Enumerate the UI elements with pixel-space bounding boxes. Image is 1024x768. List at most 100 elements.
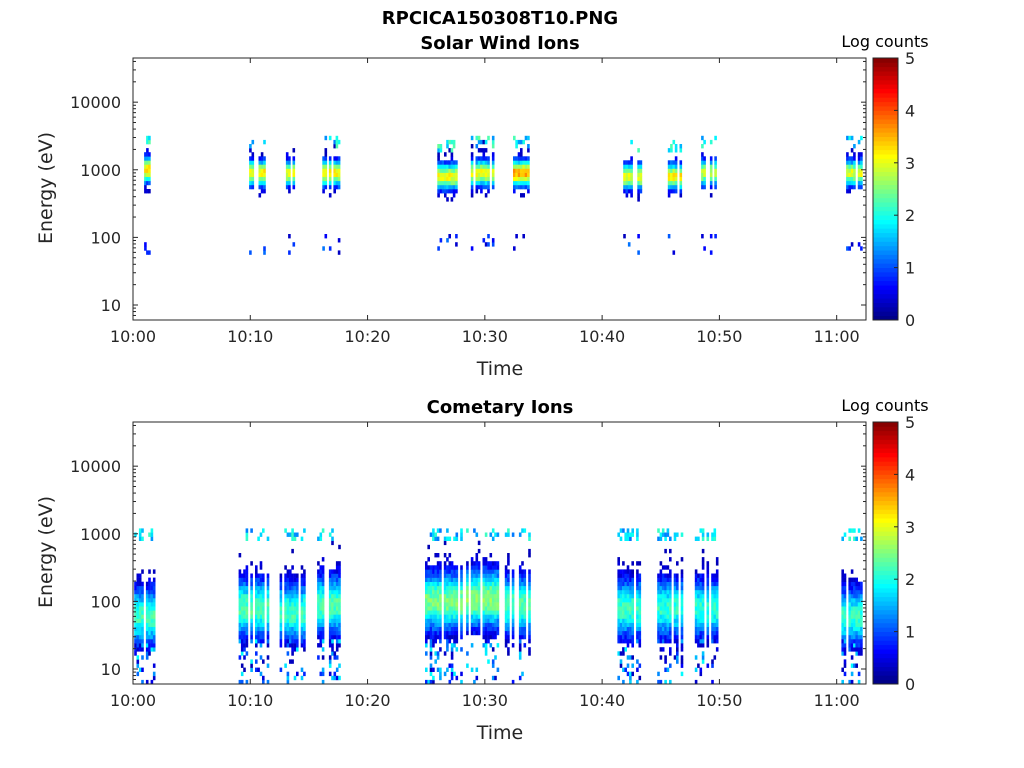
spectrogram-cell	[266, 585, 270, 591]
spectrogram-cell	[293, 630, 297, 636]
spectrogram-cell	[482, 160, 486, 165]
spectrogram-cell	[138, 593, 142, 599]
spectrogram-cell	[337, 164, 341, 169]
spectrogram-cell	[453, 536, 456, 541]
spectrogram-cell	[843, 589, 847, 595]
spectrogram-cell	[669, 606, 672, 611]
spectrogram-cell	[848, 585, 851, 591]
spectrogram-cell	[841, 626, 844, 632]
spectrogram-cell	[263, 180, 266, 186]
spectrogram-cell	[138, 610, 142, 615]
colorbar-segment	[873, 509, 898, 515]
spectrogram-cell	[850, 679, 854, 685]
colorbar-segment	[873, 167, 898, 172]
spectrogram-cell	[521, 581, 524, 587]
spectrogram-cell	[455, 626, 459, 632]
spectrogram-cell	[448, 172, 451, 177]
spectrogram-cell	[860, 135, 863, 141]
spectrogram-cell	[443, 614, 447, 619]
spectrogram-cell	[625, 160, 629, 165]
spectrogram-cell	[284, 581, 287, 587]
spectrogram-cell	[626, 626, 630, 632]
spectrogram-cell	[661, 622, 665, 627]
spectrogram-cell	[436, 598, 440, 603]
spectrogram-cell	[487, 593, 490, 599]
spectrogram-cell	[528, 577, 531, 582]
spectrogram-cell	[482, 630, 486, 636]
spectrogram-cell	[475, 593, 479, 599]
spectrogram-cell	[494, 675, 497, 681]
spectrogram-cell	[513, 168, 516, 173]
spectrogram-cell	[661, 573, 665, 578]
spectrogram-cell	[300, 581, 304, 587]
spectrogram-cell	[841, 589, 844, 595]
spectrogram-cell	[848, 614, 851, 619]
spectrogram-cell	[291, 630, 294, 636]
spectrogram-cell	[243, 593, 246, 599]
spectrogram-cell	[631, 622, 634, 627]
spectrogram-cell	[317, 606, 320, 611]
spectrogram-cell	[631, 663, 634, 668]
spectrogram-cell	[138, 602, 142, 607]
spectrogram-cell	[452, 160, 456, 165]
spectrogram-cell	[626, 614, 630, 619]
spectrogram-cell	[243, 630, 246, 636]
spectrogram-cell	[477, 630, 481, 636]
spectrogram-cell	[676, 581, 679, 587]
spectrogram-cell	[333, 618, 337, 623]
spectrogram-cell	[657, 577, 660, 582]
spectrogram-cell	[136, 643, 140, 648]
spectrogram-cell	[152, 643, 156, 648]
spectrogram-cell	[714, 156, 717, 161]
spectrogram-cell	[670, 144, 673, 149]
spectrogram-cell	[331, 675, 334, 681]
spectrogram-cell	[699, 614, 703, 619]
spectrogram-cell	[701, 176, 704, 182]
spectrogram-cell	[850, 606, 854, 611]
spectrogram-cell	[711, 593, 714, 599]
colorbar-segment	[873, 544, 898, 550]
spectrogram-cell	[659, 585, 663, 591]
spectrogram-cell	[664, 655, 667, 660]
spectrogram-cell	[134, 585, 137, 591]
spectrogram-cell	[626, 606, 630, 611]
spectrogram-cell	[319, 643, 323, 648]
spectrogram-cell	[487, 626, 490, 632]
spectrogram-cell	[473, 577, 476, 582]
spectrogram-cell	[676, 573, 679, 578]
spectrogram-cell	[148, 180, 151, 186]
spectrogram-cell	[848, 606, 851, 611]
spectrogram-cell	[441, 180, 445, 186]
spectrogram-cell	[338, 622, 341, 627]
spectrogram-cell	[148, 634, 151, 640]
spectrogram-cell	[439, 675, 442, 681]
spectrogram-cell	[857, 176, 861, 182]
spectrogram-cell	[146, 250, 149, 255]
spectrogram-cell	[148, 135, 151, 141]
spectrogram-cell	[328, 589, 332, 595]
spectrogram-cell	[638, 639, 642, 644]
spectrogram-cell	[429, 532, 433, 537]
spectrogram-cell	[699, 593, 703, 599]
spectrogram-cell	[470, 614, 474, 619]
spectrogram-cell	[711, 618, 714, 623]
spectrogram-cell	[709, 156, 713, 161]
spectrogram-cell	[848, 168, 851, 173]
spectrogram-cell	[328, 671, 332, 677]
spectrogram-cell	[238, 602, 242, 607]
spectrogram-cell	[624, 573, 627, 578]
colorbar-segment	[873, 461, 898, 467]
spectrogram-cell	[321, 585, 325, 591]
spectrogram-cell	[673, 639, 677, 644]
spectrogram-cell	[697, 663, 700, 668]
spectrogram-cell	[626, 639, 630, 644]
colorbar-segment	[873, 189, 898, 194]
spectrogram-cell	[300, 610, 304, 615]
spectrogram-cell	[491, 585, 495, 591]
spectrogram-cell	[319, 671, 323, 677]
spectrogram-cell	[489, 585, 493, 591]
spectrogram-cell	[455, 593, 459, 599]
spectrogram-cell	[482, 176, 486, 182]
spectrogram-cell	[511, 614, 515, 619]
spectrogram-cell	[626, 610, 630, 615]
